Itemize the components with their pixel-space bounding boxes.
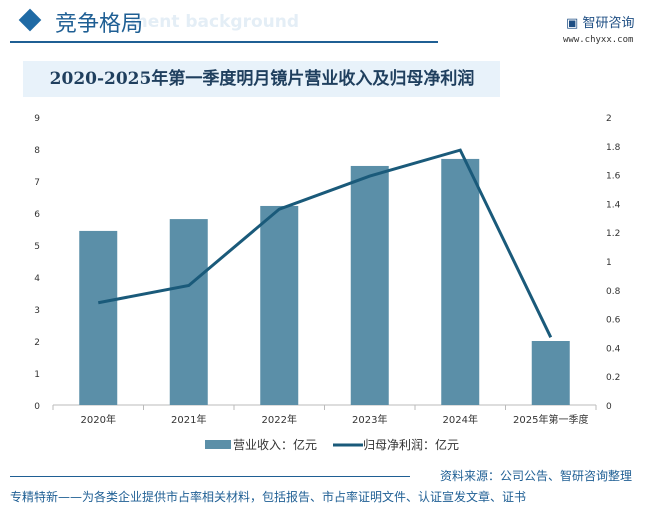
legend-bar-swatch [205,440,231,449]
right-tick-label: 1.6 [606,172,621,182]
source-text: 资料来源：公司公告、智研咨询整理 [440,469,633,483]
right-tick-label: 2 [606,114,612,124]
right-tick-label: 1.2 [606,229,620,239]
left-tick-label: 4 [34,274,40,284]
logo: ▣ 智研咨询 [566,12,634,31]
right-tick-label: 1 [606,258,612,268]
left-tick-label: 0 [34,402,40,412]
logo-text: 智研咨询 [582,16,635,31]
left-tick-label: 8 [34,146,40,156]
bar-0 [79,230,118,405]
legend-bar-label: 营业收入：亿元 [233,437,317,452]
chart-title-box [23,61,500,97]
left-tick-label: 6 [34,210,40,220]
header-bg-text: ment background [130,12,300,32]
bar-3 [350,165,389,405]
left-tick-label: 5 [34,242,40,252]
right-tick-label: 0.4 [606,344,621,354]
x-tick-label: 2025年第一季度 [513,413,588,426]
legend-line-label: 归母净利润：亿元 [363,437,459,452]
right-tick-label: 1.4 [606,200,621,210]
bar-2 [260,205,299,405]
left-tick-label: 7 [34,178,40,188]
left-tick-label: 2 [34,338,40,348]
bar-5 [531,341,570,405]
bar-4 [441,158,480,405]
bar-1 [169,219,208,405]
left-tick-label: 3 [34,306,40,316]
logo-url: www.chyxx.com [563,35,634,45]
profit-line [97,148,553,338]
right-tick-label: 1.8 [606,143,621,153]
right-tick-label: 0.6 [606,316,621,326]
section-title: 竞争格局 [55,12,144,37]
x-tick-label: 2024年 [443,413,478,426]
right-tick-label: 0.2 [606,373,620,383]
chart-title: 2020-2025年第一季度明月镜片营业收入及归母净利润 [49,69,475,89]
left-tick-label: 1 [34,370,40,380]
left-tick-label: 9 [34,114,40,124]
right-tick-label: 0.8 [606,287,621,297]
footer-slogan: 专精特新——为各类企业提供市占率相关材料，包括报告、市占率证明文件、认证宣发文章… [10,490,527,504]
source-divider [10,476,410,477]
logo-icon: ▣ [566,16,579,31]
x-tick-label: 2023年 [352,413,387,426]
x-tick-label: 2020年 [81,413,116,426]
header-divider [10,41,438,43]
x-tick-label: 2021年 [171,413,206,426]
right-tick-label: 0 [606,402,612,412]
x-tick-label: 2022年 [262,413,297,426]
